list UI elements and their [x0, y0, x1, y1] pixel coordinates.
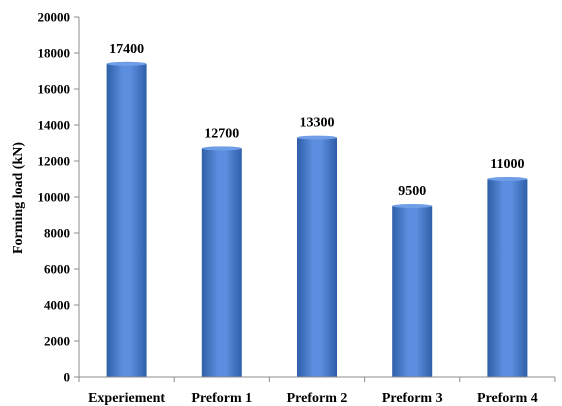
y-tick-label: 2000: [44, 334, 70, 349]
bar: [487, 179, 528, 377]
bars: 17400 12700 13300 9500 11000: [106, 42, 528, 378]
data-label: 12700: [204, 126, 239, 141]
x-axis: Experiement Preform 1 Preform 2 Preform 3 Pr…: [78, 376, 556, 406]
y-tick-label: 4000: [44, 298, 70, 313]
bar-cap: [392, 204, 433, 208]
y-tick-label: 18000: [38, 46, 71, 61]
data-label: 17400: [109, 42, 144, 57]
x-tick-label: Experiement: [88, 391, 165, 406]
y-tick-label: 16000: [38, 82, 71, 97]
y-tick-label: 12000: [38, 154, 71, 169]
y-axis: 0 2000 4000 6000 8000 10000 12000 14000 16000 180…: [38, 10, 80, 385]
x-tick-label: Preform 3: [382, 391, 443, 406]
data-label: 9500: [398, 184, 426, 199]
bar-cap: [487, 177, 528, 181]
y-tick-label: 14000: [38, 118, 71, 133]
bar-cap: [201, 146, 242, 151]
bar: [106, 63, 147, 378]
y-axis-title: Forming load (kN): [11, 142, 26, 254]
bar: [297, 137, 337, 377]
data-label: 11000: [490, 157, 524, 172]
y-tick-label: 10000: [38, 190, 71, 205]
y-tick-label: 0: [64, 370, 71, 385]
y-tick-label: 8000: [44, 226, 70, 241]
bar-cap: [106, 61, 147, 66]
x-tick-label: Preform 1: [191, 391, 252, 406]
bar: [392, 206, 433, 377]
bar-cap: [297, 135, 337, 140]
y-tick-label: 6000: [44, 262, 70, 277]
data-label: 13300: [300, 116, 335, 131]
y-tick-label: 20000: [38, 10, 71, 25]
bar: [201, 148, 242, 377]
x-tick-label: Preform 4: [477, 391, 538, 406]
x-tick-label: Preform 2: [287, 391, 348, 406]
